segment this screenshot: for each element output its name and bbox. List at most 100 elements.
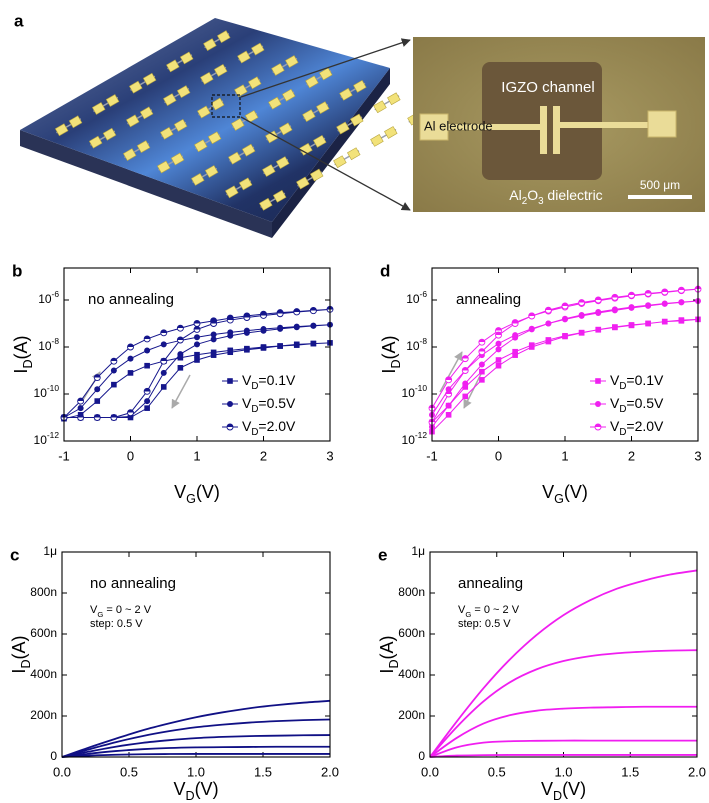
panel-label: e (378, 545, 387, 564)
data-point (479, 368, 485, 375)
data-point (160, 384, 167, 390)
device-pad (228, 151, 242, 165)
data-point (677, 286, 685, 294)
series-line (429, 754, 697, 758)
plot-frame (431, 267, 699, 442)
device-pad (296, 176, 310, 190)
data-point (628, 304, 635, 311)
device-pad (387, 92, 401, 106)
device-pad (247, 76, 262, 90)
device-pad (251, 42, 265, 56)
note: VG = 0 ~ 2 V (458, 604, 520, 619)
data-point (143, 335, 151, 343)
legend-marker (595, 401, 601, 407)
y-tick-label: 10-10 (402, 383, 428, 400)
electrode-pad (647, 110, 677, 138)
data-point (210, 320, 218, 327)
data-point (210, 352, 217, 358)
data-point (478, 338, 486, 346)
series-line (429, 705, 697, 758)
data-point (528, 312, 536, 320)
data-point (194, 341, 200, 348)
note: step: 0.5 V (458, 618, 511, 630)
data-point (495, 331, 502, 339)
data-point (310, 340, 317, 347)
series-line (61, 699, 331, 758)
device-pad (271, 63, 285, 76)
annotation: annealing (456, 291, 521, 308)
data-point (243, 329, 250, 336)
x-tick-label: 1.0 (554, 764, 572, 779)
annotation: annealing (458, 575, 523, 592)
data-point (445, 412, 452, 418)
note: VG = 0 ~ 2 V (90, 604, 152, 619)
electrode-finger (540, 106, 547, 154)
y-tick-label: 800n (398, 585, 425, 599)
data-point (661, 318, 668, 325)
data-point (561, 302, 569, 310)
data-point (227, 349, 234, 356)
series-line (61, 745, 330, 758)
data-point (461, 367, 469, 374)
data-point (110, 414, 118, 421)
x-tick-label: 1.5 (621, 764, 639, 779)
x-tick-label: 0.5 (120, 764, 138, 779)
y-tick-label: 10-6 (406, 289, 427, 306)
device-pad (160, 126, 174, 140)
device-pad (278, 122, 293, 136)
data-point (578, 299, 586, 306)
device-pad (105, 94, 120, 107)
x-tick-label: 0.5 (488, 764, 506, 779)
device-pad (282, 88, 296, 102)
data-point (528, 344, 535, 350)
y-tick-label: 600n (398, 626, 425, 640)
data-point (678, 317, 685, 323)
sweep-arrow (463, 371, 483, 409)
data-point (260, 327, 267, 334)
y-tick-label: 1μ (411, 544, 425, 558)
data-point (478, 361, 485, 368)
data-point (293, 308, 301, 316)
device-pad (191, 173, 205, 186)
series-line (61, 718, 331, 758)
sweep-arrow (439, 351, 463, 393)
x-tick-label: 0 (495, 448, 502, 463)
data-point (276, 310, 284, 318)
data-point (612, 324, 618, 330)
data-point (461, 355, 469, 363)
x-axis-label: VD(V) (541, 779, 586, 803)
device-pad (241, 143, 256, 157)
data-point (495, 362, 502, 369)
device-pad (333, 155, 347, 169)
data-point (226, 316, 234, 324)
data-point (160, 329, 168, 337)
panel-label: a (14, 11, 24, 30)
data-point (545, 320, 552, 327)
data-point (545, 338, 552, 345)
y-tick-label: 400n (398, 667, 425, 681)
data-point (110, 357, 118, 365)
device-pad (156, 160, 171, 174)
x-axis-label: VG(V) (174, 482, 220, 507)
device-pad (319, 67, 333, 81)
channel-label: IGZO channel (501, 79, 594, 96)
device-pad (139, 106, 154, 120)
device-pad (194, 139, 208, 153)
legend-label: VD=0.1V (242, 372, 296, 392)
data-point (210, 331, 217, 338)
device-pad (384, 126, 398, 139)
x-tick-label: 1.5 (254, 764, 272, 779)
legend-marker (595, 378, 601, 384)
device-pad (285, 55, 299, 68)
y-tick-label: 10-12 (402, 430, 428, 447)
data-point (678, 299, 685, 306)
data-point (544, 306, 552, 314)
data-point (144, 362, 150, 369)
data-point (628, 291, 635, 299)
device-pad (91, 102, 106, 115)
device-pad (234, 84, 248, 98)
data-point (595, 326, 602, 333)
data-point (93, 414, 101, 421)
data-point (511, 320, 519, 327)
device-pad (262, 164, 276, 177)
